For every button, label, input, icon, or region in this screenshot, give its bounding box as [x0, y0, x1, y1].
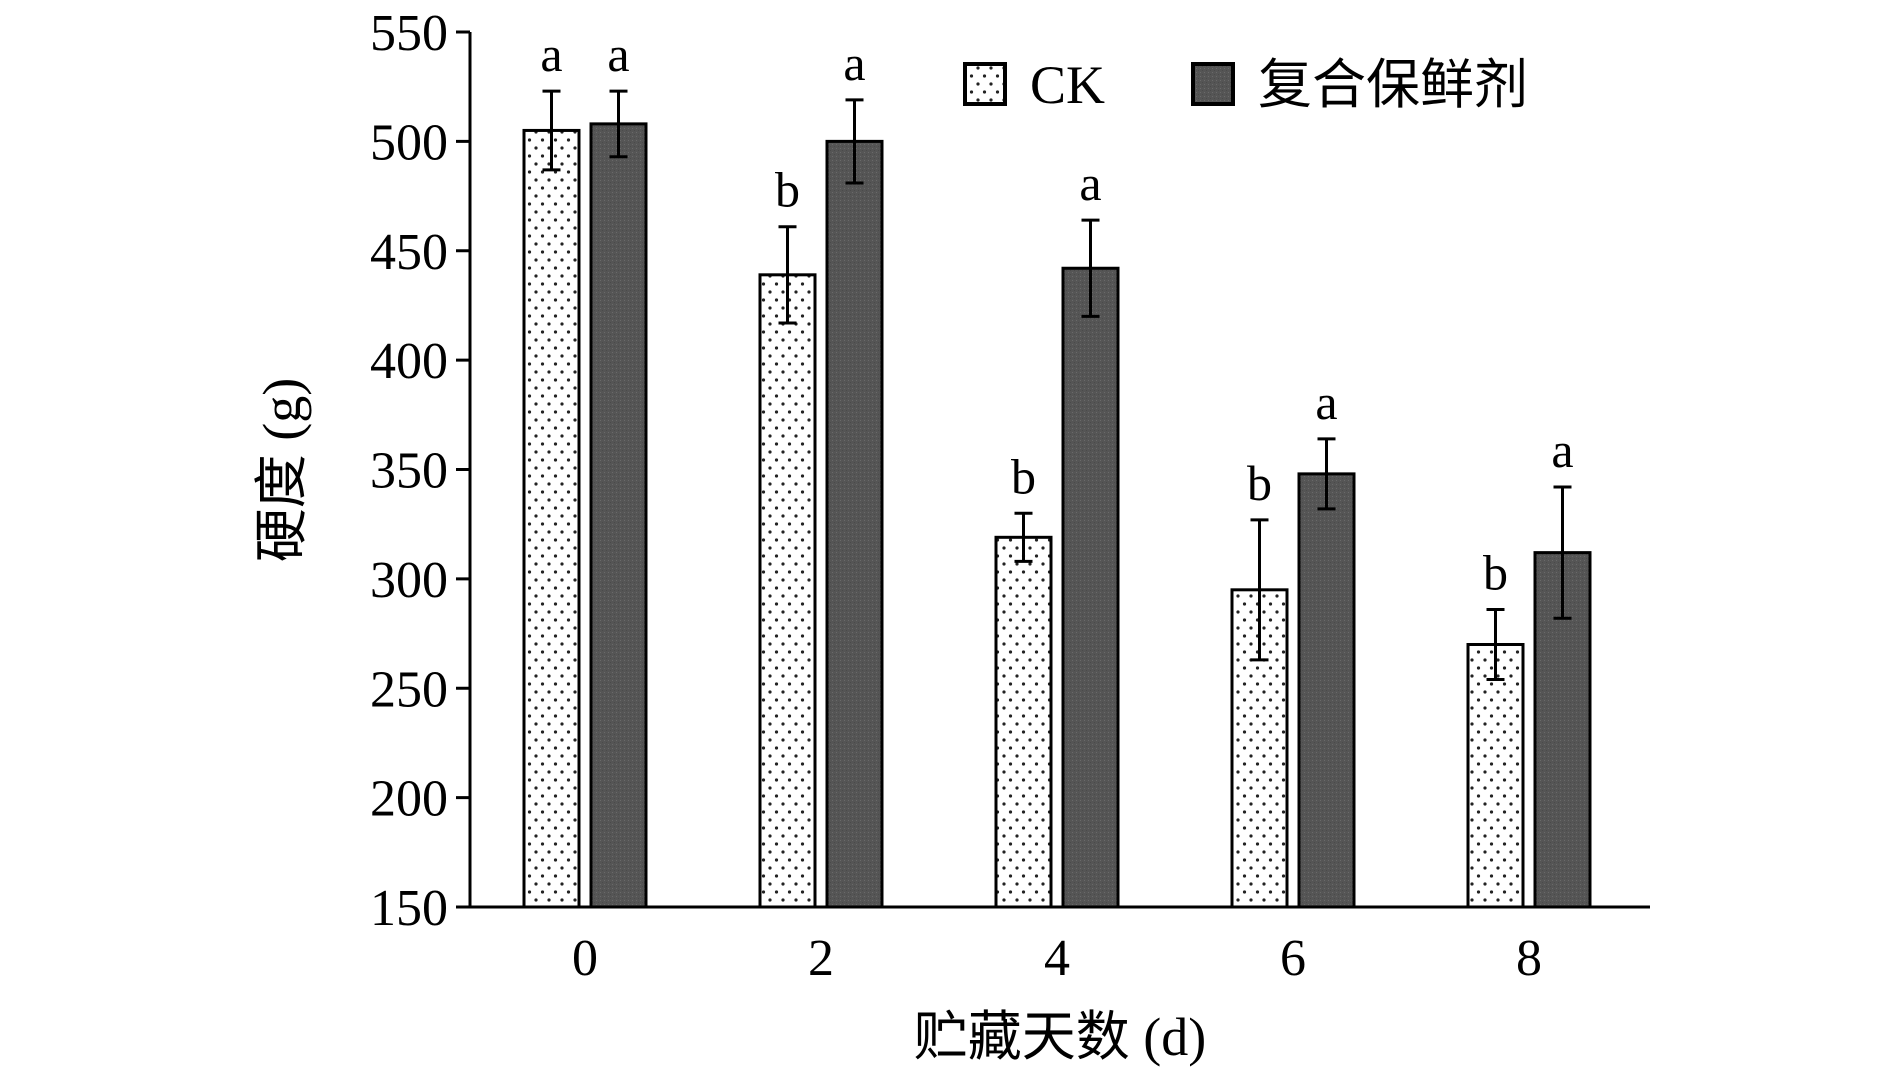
- bar-ck: [1466, 643, 1525, 909]
- y-ticks: 150 200 250 300 350 400 450 500 550: [370, 5, 470, 937]
- y-tick-label: 500: [370, 114, 448, 171]
- significance-label-ck: a: [540, 26, 562, 82]
- legend-swatch-ck: [963, 62, 1007, 106]
- significance-label-compound-preservative: a: [1315, 374, 1337, 430]
- y-tick-label: 150: [370, 880, 448, 937]
- x-axis-title: 贮藏天数 (d): [914, 1007, 1206, 1067]
- y-tick-label: 250: [370, 661, 448, 718]
- y-tick-label: 400: [370, 333, 448, 390]
- x-tick-label: 2: [808, 930, 834, 987]
- significance-label-compound-preservative: a: [1079, 155, 1101, 211]
- y-tick-label: 350: [370, 443, 448, 500]
- y-axis-title: 硬度 (g): [252, 378, 312, 562]
- significance-label-compound-preservative: a: [1551, 422, 1573, 478]
- legend: CK 复合保鲜剂: [963, 55, 1528, 115]
- legend-label-compound-preservative: 复合保鲜剂: [1258, 55, 1528, 115]
- bar-compound-preservative: [1061, 266, 1120, 909]
- y-tick-label: 550: [370, 5, 448, 62]
- x-tick-label: 0: [572, 930, 598, 987]
- bar-compound-preservative: [589, 122, 648, 909]
- y-tick-label: 200: [370, 771, 448, 828]
- bar-compound-preservative: [825, 139, 884, 909]
- legend-item-ck: CK: [963, 55, 1105, 115]
- x-tick-label: 6: [1280, 930, 1306, 987]
- legend-swatch-compound-preservative: [1191, 62, 1235, 106]
- significance-label-ck: b: [1483, 545, 1508, 601]
- significance-label-ck: b: [775, 162, 800, 218]
- legend-item-compound-preservative: 复合保鲜剂: [1191, 55, 1528, 115]
- x-tick-label: 8: [1516, 930, 1542, 987]
- legend-label-ck: CK: [1030, 55, 1105, 115]
- significance-label-compound-preservative: a: [843, 35, 865, 91]
- bar-compound-preservative: [1297, 472, 1356, 909]
- significance-label-compound-preservative: a: [607, 26, 629, 82]
- significance-label-ck: b: [1011, 448, 1036, 504]
- x-tick-label: 4: [1044, 930, 1070, 987]
- bar-ck: [758, 273, 817, 909]
- y-tick-label: 300: [370, 552, 448, 609]
- significance-label-ck: b: [1247, 455, 1272, 511]
- x-ticks: 0 2 4 6 8: [572, 930, 1542, 987]
- bar-ck: [522, 128, 581, 909]
- y-tick-label: 450: [370, 224, 448, 281]
- bar-ck: [994, 535, 1053, 909]
